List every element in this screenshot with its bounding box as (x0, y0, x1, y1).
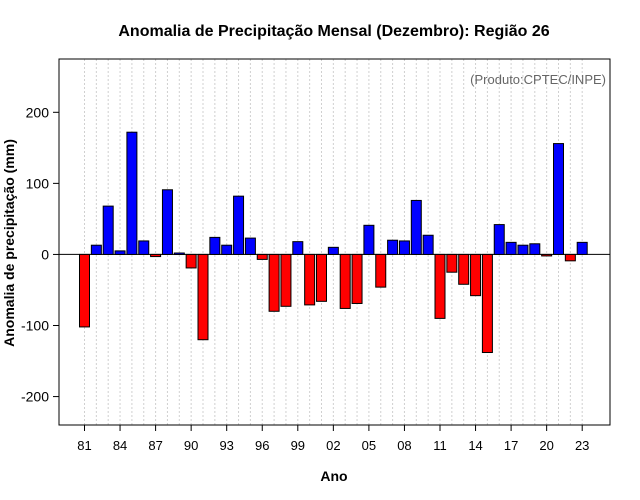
grid-lines (84, 59, 583, 425)
x-tick-label: 99 (291, 438, 305, 453)
bar-2018 (517, 244, 529, 255)
x-tick-label: 84 (113, 438, 127, 453)
x-tick-label: 81 (77, 438, 91, 453)
bar-1988 (161, 189, 173, 255)
bar-2016 (493, 224, 505, 255)
bar-1998 (280, 253, 292, 307)
bar-2008 (398, 240, 410, 255)
bar-1991 (197, 253, 209, 341)
bar-1989 (173, 252, 185, 256)
bar-1982 (90, 244, 102, 255)
bar-2023 (576, 241, 588, 255)
bar-2014 (470, 253, 482, 297)
x-tick-label: 20 (539, 438, 553, 453)
bar-1986 (138, 240, 150, 255)
y-axis: -200 -100 0 100 200 (21, 104, 59, 405)
bar-2000 (304, 253, 316, 306)
bar-2001 (316, 253, 327, 302)
bar-2011 (434, 253, 446, 319)
y-tick-label: -200 (21, 389, 49, 405)
x-tick-label: 87 (148, 438, 162, 453)
bar-1983 (102, 205, 114, 255)
bar-1984 (114, 250, 126, 255)
bar-2020 (541, 253, 553, 257)
bar-2019 (529, 243, 541, 255)
y-tick-label: 100 (26, 175, 50, 191)
bar-1990 (185, 253, 197, 269)
bar-2003 (339, 253, 351, 309)
x-tick-label: 17 (504, 438, 518, 453)
bar-1995 (244, 237, 256, 255)
y-tick-label: 200 (26, 104, 50, 120)
chart-title: Anomalia de Precipitação Mensal (Dezembr… (118, 23, 549, 40)
y-axis-label: Anomalia de precipitação (mm) (1, 139, 17, 347)
bar-2015 (481, 253, 493, 354)
source-annotation: (Produto:CPTEC/INPE) (470, 72, 606, 87)
x-tick-label: 96 (255, 438, 269, 453)
bar-1993 (221, 244, 233, 255)
bar-2009 (410, 199, 422, 255)
y-tick-label: 0 (41, 246, 49, 262)
x-tick-label: 14 (468, 438, 482, 453)
bar-1981 (79, 253, 90, 328)
x-tick-label: 93 (219, 438, 233, 453)
bar-2022 (564, 253, 576, 262)
bar-1985 (126, 131, 138, 255)
x-tick-label: 08 (397, 438, 411, 453)
bar-1997 (268, 253, 280, 312)
plot-frame (58, 58, 611, 426)
x-tick-label: 05 (362, 438, 376, 453)
bar-2021 (553, 143, 564, 255)
x-axis-label: Ano (320, 468, 347, 484)
bar-1992 (209, 236, 221, 255)
bar-2013 (458, 253, 470, 285)
bar-2004 (351, 253, 363, 304)
bar-2006 (375, 253, 387, 288)
bar-2012 (446, 253, 458, 273)
bar-1996 (256, 253, 268, 260)
y-tick-label: -100 (21, 318, 49, 334)
bar-2010 (422, 234, 434, 255)
bar-2017 (505, 241, 517, 255)
bar-1994 (233, 195, 245, 255)
x-tick-label: 02 (326, 438, 340, 453)
bar-2007 (387, 239, 399, 255)
bar-2002 (327, 246, 339, 255)
x-axis: 81 84 87 90 93 96 99 02 05 08 11 14 17 20 23 (77, 425, 589, 453)
bar-2005 (363, 224, 375, 255)
bar-1987 (150, 253, 162, 258)
bar-1999 (292, 241, 304, 255)
x-tick-label: 23 (575, 438, 589, 453)
x-tick-label: 90 (184, 438, 198, 453)
bars (79, 131, 588, 354)
x-tick-label: 11 (433, 438, 447, 453)
